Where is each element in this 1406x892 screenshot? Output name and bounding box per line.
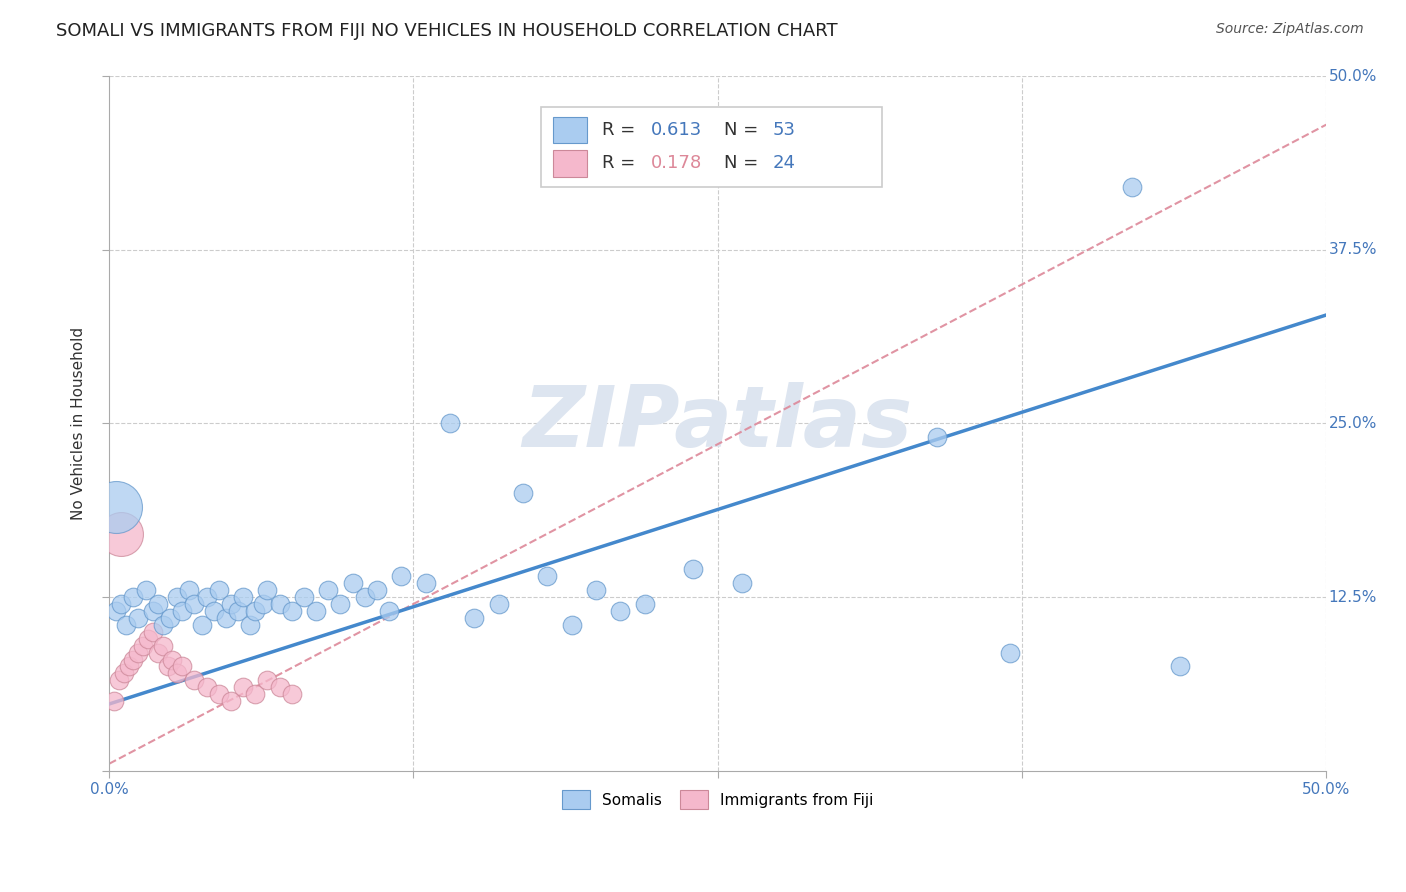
Point bbox=[208, 583, 231, 598]
Point bbox=[152, 639, 174, 653]
Point bbox=[132, 639, 155, 653]
Point bbox=[195, 590, 218, 604]
Text: ZIPatlas: ZIPatlas bbox=[523, 382, 912, 465]
Point bbox=[172, 659, 194, 673]
Legend: Somalis, Immigrants from Fiji: Somalis, Immigrants from Fiji bbox=[557, 784, 879, 815]
Point bbox=[280, 604, 302, 618]
Point bbox=[561, 617, 583, 632]
Point bbox=[512, 485, 534, 500]
Point bbox=[115, 617, 138, 632]
Point bbox=[127, 646, 149, 660]
Point bbox=[110, 597, 132, 611]
Point bbox=[146, 646, 169, 660]
Point bbox=[202, 604, 225, 618]
Point bbox=[269, 597, 291, 611]
Point bbox=[166, 590, 188, 604]
Point bbox=[103, 694, 125, 708]
Point bbox=[183, 673, 205, 688]
Point bbox=[609, 604, 631, 618]
Point bbox=[122, 652, 145, 666]
Bar bbox=[554, 117, 588, 144]
Point bbox=[232, 681, 254, 695]
Point bbox=[280, 687, 302, 701]
Point bbox=[219, 694, 242, 708]
Point bbox=[305, 604, 328, 618]
Point bbox=[159, 611, 181, 625]
Point bbox=[108, 673, 131, 688]
Point bbox=[142, 604, 165, 618]
Point bbox=[219, 597, 242, 611]
Point bbox=[226, 604, 249, 618]
Text: N =: N = bbox=[724, 153, 763, 172]
Point bbox=[463, 611, 485, 625]
Point bbox=[389, 569, 412, 583]
Point bbox=[366, 583, 388, 598]
Point bbox=[342, 576, 364, 591]
Point bbox=[122, 590, 145, 604]
Point bbox=[232, 590, 254, 604]
Point bbox=[329, 597, 352, 611]
Point bbox=[925, 430, 948, 444]
Point bbox=[731, 576, 754, 591]
Point bbox=[415, 576, 437, 591]
Point bbox=[112, 666, 135, 681]
Point bbox=[172, 604, 194, 618]
Point bbox=[166, 666, 188, 681]
Text: 24: 24 bbox=[772, 153, 796, 172]
Point bbox=[183, 597, 205, 611]
Bar bbox=[554, 151, 588, 177]
Point bbox=[1168, 659, 1191, 673]
Text: R =: R = bbox=[602, 121, 641, 139]
Text: Source: ZipAtlas.com: Source: ZipAtlas.com bbox=[1216, 22, 1364, 37]
Text: N =: N = bbox=[724, 121, 763, 139]
Point bbox=[105, 500, 128, 514]
Point bbox=[316, 583, 339, 598]
Point bbox=[152, 617, 174, 632]
Point bbox=[162, 652, 184, 666]
Point bbox=[256, 583, 278, 598]
Point bbox=[117, 659, 139, 673]
Point bbox=[215, 611, 238, 625]
Point bbox=[439, 417, 461, 431]
Point bbox=[195, 681, 218, 695]
Point bbox=[136, 632, 159, 646]
Point bbox=[135, 583, 157, 598]
Text: 50.0%: 50.0% bbox=[1329, 69, 1376, 84]
Text: 37.5%: 37.5% bbox=[1329, 243, 1378, 257]
Point bbox=[239, 617, 262, 632]
Point bbox=[1121, 180, 1143, 194]
Point bbox=[146, 597, 169, 611]
Point bbox=[208, 687, 231, 701]
Point bbox=[190, 617, 212, 632]
Point bbox=[105, 604, 128, 618]
Point bbox=[682, 562, 704, 576]
FancyBboxPatch shape bbox=[541, 107, 882, 187]
Point bbox=[536, 569, 558, 583]
Point bbox=[998, 646, 1021, 660]
Point bbox=[585, 583, 607, 598]
Text: SOMALI VS IMMIGRANTS FROM FIJI NO VEHICLES IN HOUSEHOLD CORRELATION CHART: SOMALI VS IMMIGRANTS FROM FIJI NO VEHICL… bbox=[56, 22, 838, 40]
Point bbox=[634, 597, 657, 611]
Point bbox=[488, 597, 510, 611]
Point bbox=[378, 604, 401, 618]
Text: 25.0%: 25.0% bbox=[1329, 416, 1376, 431]
Point bbox=[245, 604, 267, 618]
Point bbox=[292, 590, 315, 604]
Text: 12.5%: 12.5% bbox=[1329, 590, 1376, 605]
Text: 53: 53 bbox=[772, 121, 796, 139]
Point bbox=[156, 659, 179, 673]
Text: 0.178: 0.178 bbox=[651, 153, 702, 172]
Text: R =: R = bbox=[602, 153, 641, 172]
Point bbox=[256, 673, 278, 688]
Point bbox=[245, 687, 267, 701]
Point bbox=[142, 624, 165, 639]
Point bbox=[179, 583, 201, 598]
Point bbox=[110, 527, 132, 541]
Point bbox=[353, 590, 375, 604]
Text: 0.613: 0.613 bbox=[651, 121, 702, 139]
Point bbox=[252, 597, 274, 611]
Point bbox=[269, 681, 291, 695]
Point bbox=[127, 611, 149, 625]
Y-axis label: No Vehicles in Household: No Vehicles in Household bbox=[72, 326, 86, 520]
